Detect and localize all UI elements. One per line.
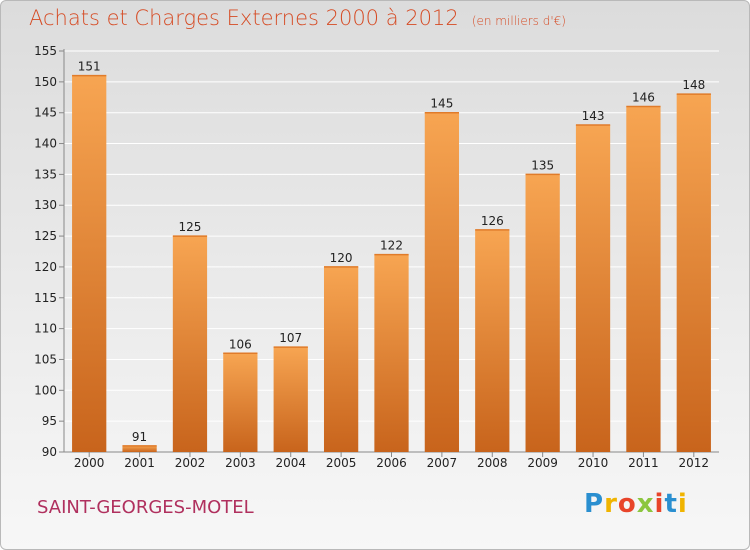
x-tick-label: 2005 (326, 456, 357, 470)
chart-unit: (en milliers d'€) (471, 14, 566, 28)
y-tick-label: 155 (34, 44, 57, 58)
logo-letter: t (664, 489, 678, 519)
logo-letter: P (584, 489, 605, 519)
data-label: 106 (229, 337, 252, 351)
y-tick-label: 130 (34, 198, 57, 212)
bar-2005 (323, 266, 359, 452)
data-label: 145 (430, 97, 453, 111)
bar-2004 (273, 347, 308, 452)
data-label: 107 (279, 331, 302, 345)
bar-2001 (122, 445, 157, 452)
logo-letter: i (654, 489, 665, 519)
data-label: 122 (380, 239, 403, 253)
bars (72, 74, 711, 453)
chart-title-block: Achats et Charges Externes 2000 à 2012 (… (29, 6, 566, 30)
x-tick-label: 2003 (225, 456, 256, 470)
axes: 90 95 100 105 110 115 120 125 130 135 140 145 150 155 (34, 44, 719, 459)
data-label: 126 (481, 214, 504, 228)
x-tick-label: 2001 (124, 456, 155, 470)
x-tick-label: 2009 (527, 456, 558, 470)
y-tick-label: 95 (42, 414, 57, 428)
data-label: 148 (682, 78, 705, 92)
labels: 151 2000 91 2001 125 2002 106 2003 107 2004 120 200… (74, 60, 709, 470)
commune-name: SAINT-GEORGES-MOTEL (37, 497, 254, 518)
y-tick-label: 125 (34, 229, 57, 243)
data-label: 151 (78, 60, 101, 74)
y-tick-label: 115 (34, 291, 57, 305)
y-tick-label: 110 (34, 322, 57, 336)
proxiti-logo: Proxiti (584, 489, 688, 519)
y-tick-label: 150 (34, 75, 57, 89)
x-tick-label: 2004 (275, 456, 306, 470)
x-tick-label: 2012 (679, 456, 710, 470)
x-tick-label: 2000 (74, 456, 105, 470)
y-tick-label: 100 (34, 383, 57, 397)
logo-letter: x (636, 489, 655, 519)
logo-letter: o (617, 489, 637, 519)
x-tick-label: 2008 (477, 456, 508, 470)
y-tick-label: 145 (34, 106, 57, 120)
bar-2000 (72, 75, 107, 452)
chart-title: Achats et Charges Externes 2000 à 2012 (29, 6, 459, 30)
bar-2007 (424, 112, 460, 452)
y-tick-label: 135 (34, 167, 57, 181)
data-label: 91 (132, 430, 147, 444)
y-tick-label: 120 (34, 260, 57, 274)
bar-2008 (475, 229, 510, 452)
bar-2009 (525, 174, 560, 452)
bar-2002 (172, 236, 208, 452)
bar-2012 (676, 94, 711, 452)
y-tick-label: 105 (34, 352, 57, 366)
data-label: 120 (330, 251, 353, 265)
logo-letter: i (677, 489, 688, 519)
bar-2010 (575, 125, 611, 453)
x-tick-label: 2007 (427, 456, 458, 470)
x-tick-label: 2010 (578, 456, 609, 470)
logo-letter: r (604, 489, 618, 519)
y-tick-label: 90 (42, 445, 57, 459)
data-label: 146 (632, 91, 655, 105)
bar-2011 (626, 106, 661, 453)
data-label: 125 (179, 220, 202, 234)
bar-2006 (374, 254, 409, 452)
x-tick-label: 2011 (628, 456, 659, 470)
data-label: 143 (582, 109, 605, 123)
data-label: 135 (531, 158, 554, 172)
x-tick-label: 2002 (175, 456, 206, 470)
x-tick-label: 2006 (376, 456, 407, 470)
y-tick-label: 140 (34, 137, 57, 151)
bar-2003 (223, 353, 258, 452)
